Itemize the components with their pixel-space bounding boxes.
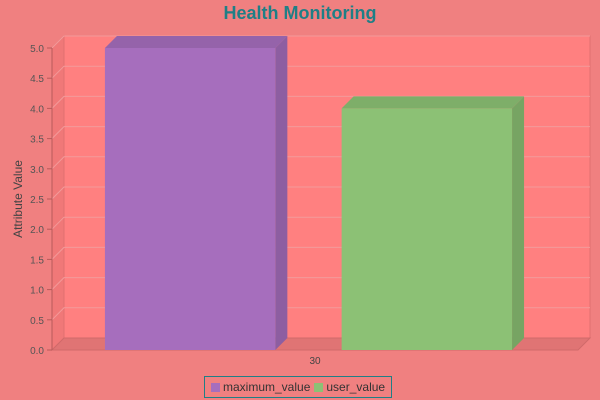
bar-top-user-value bbox=[341, 96, 525, 109]
y-tick-label: 2.0 bbox=[30, 225, 44, 236]
y-tick-label: 0.0 bbox=[30, 346, 44, 357]
gridline bbox=[51, 65, 590, 79]
y-tick-label: 3.5 bbox=[30, 135, 44, 146]
y-tick-label: 4.0 bbox=[30, 104, 44, 115]
legend-label-user-value: user_value bbox=[326, 380, 386, 394]
x-tick-label: 30 bbox=[309, 356, 321, 367]
bar-user-value bbox=[341, 108, 513, 351]
y-tick-label: 1.0 bbox=[30, 286, 44, 297]
legend-item-maximum-value: maximum_value bbox=[211, 380, 310, 394]
bar-side-maximum-value bbox=[275, 36, 288, 350]
y-tick-label: 1.5 bbox=[30, 255, 44, 266]
bar-top-maximum-value bbox=[104, 36, 288, 48]
chart-title: Health Monitoring bbox=[223, 3, 377, 23]
legend-item-user-value: user_value bbox=[314, 380, 385, 394]
y-tick-label: 3.0 bbox=[30, 165, 44, 176]
y-tick-label: 0.5 bbox=[30, 316, 44, 327]
bar-side-user-value bbox=[512, 96, 525, 351]
y-tick-label: 4.5 bbox=[30, 74, 44, 85]
y-tick-label: 5.0 bbox=[30, 44, 44, 55]
gridline bbox=[51, 35, 590, 49]
bar-maximum-value bbox=[104, 48, 276, 350]
y-tick-label: 2.5 bbox=[30, 195, 44, 206]
y-axis-label: Attribute Value bbox=[11, 160, 25, 238]
legend-label-maximum-value: maximum_value bbox=[223, 380, 311, 394]
legend-swatch-user-value bbox=[314, 382, 324, 392]
legend-swatch-maximum-value bbox=[211, 382, 220, 392]
legend: maximum_value user_value bbox=[204, 376, 393, 398]
